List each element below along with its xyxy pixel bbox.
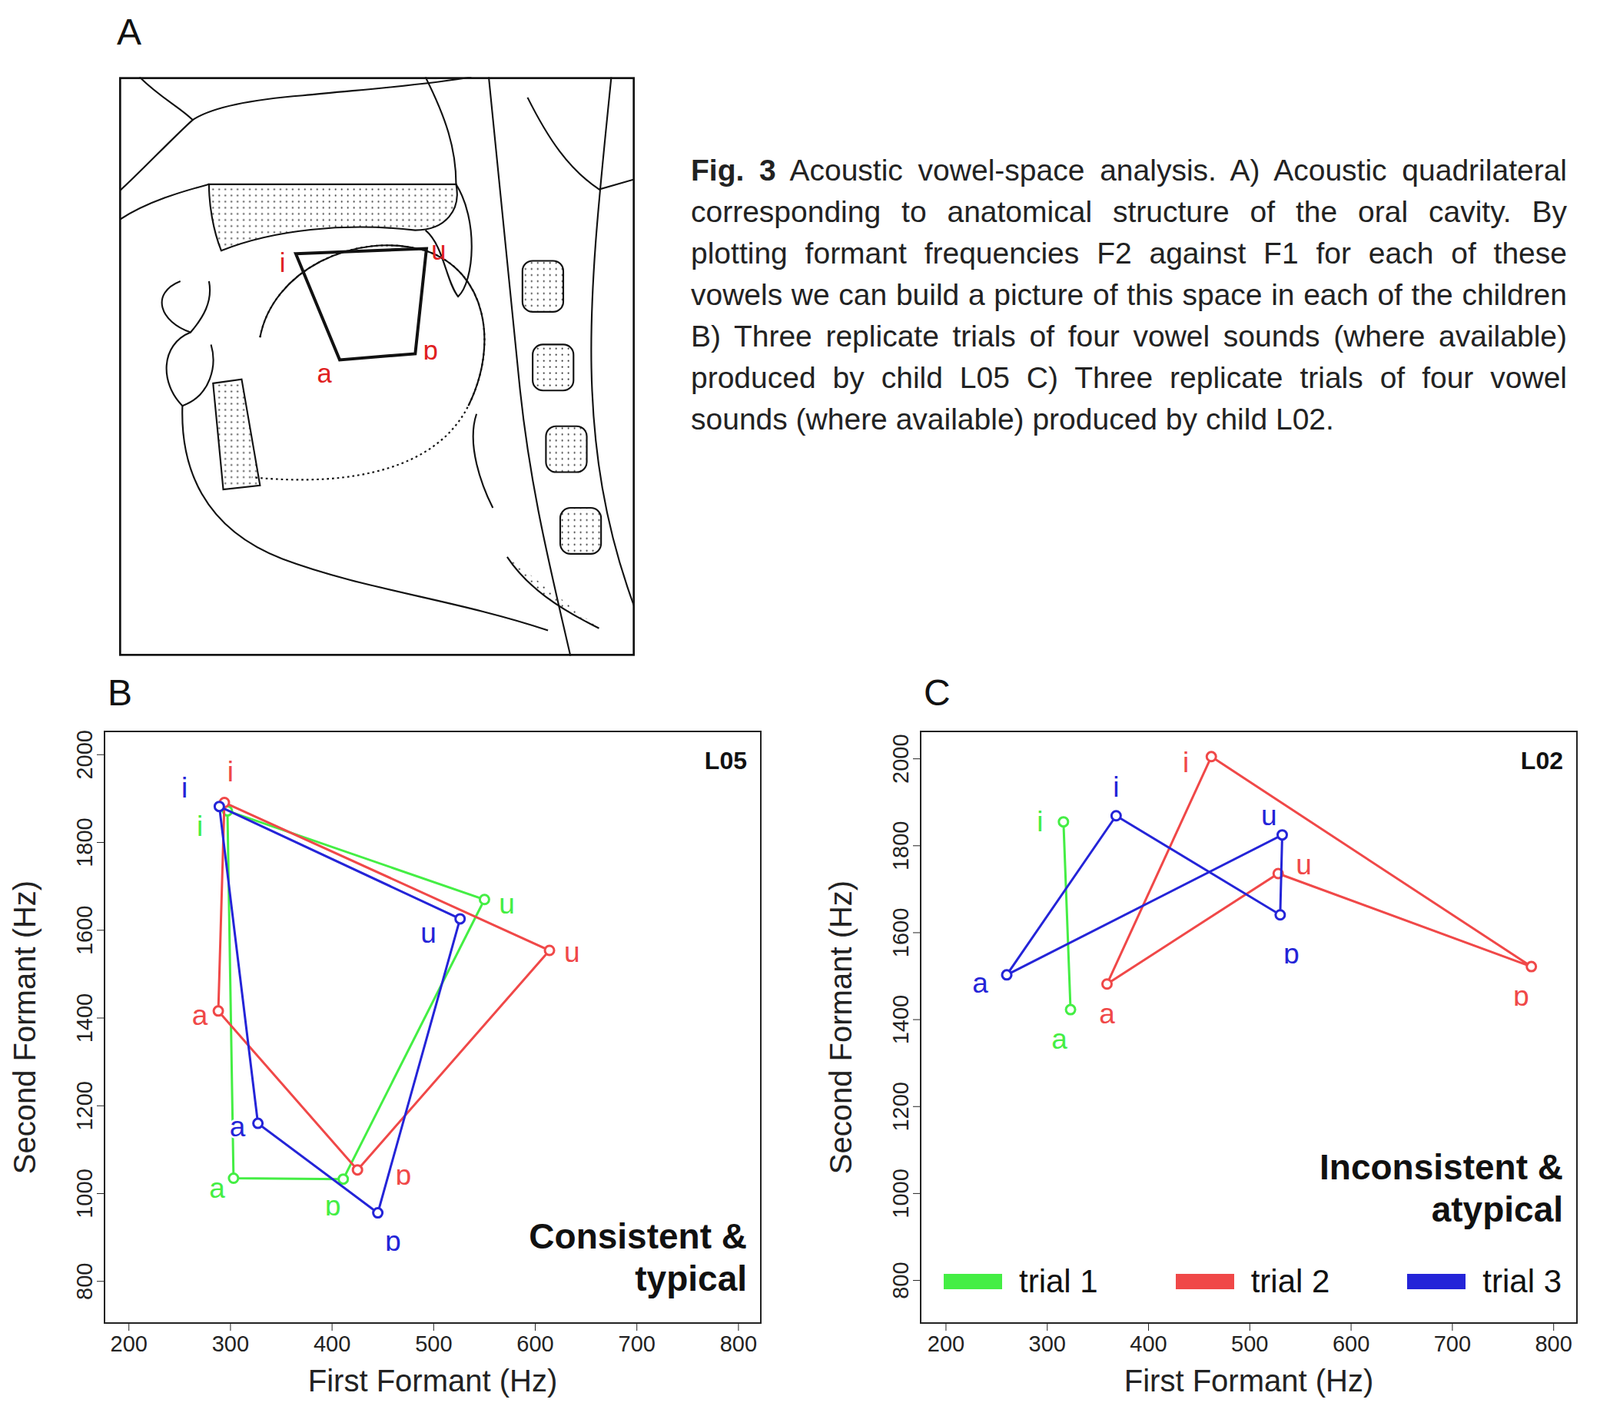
svg-text:800: 800 [720,1331,757,1357]
svg-text:i: i [181,772,188,804]
html-text:C: C [923,672,951,714]
svg-text:u: u [420,917,437,950]
svg-text:ɒ: ɒ [1283,938,1300,970]
svg-text:200: 200 [927,1331,965,1357]
svg-text:1400: 1400 [888,995,913,1046]
html-text:Consistent &: Consistent & [528,1216,747,1257]
svg-text:1200: 1200 [888,1082,913,1132]
svg-text:1200: 1200 [72,1081,97,1132]
svg-text:700: 700 [1434,1331,1471,1357]
svg-text:ɒ: ɒ [423,335,439,366]
svg-text:1800: 1800 [72,817,97,868]
html-text:B: B [107,672,133,714]
svg-text:a: a [972,967,989,1000]
svg-text:i: i [279,248,286,278]
html-text:A: A [116,11,142,53]
html-text:L02: L02 [1520,746,1564,775]
svg-text:u: u [1295,849,1312,881]
svg-text:600: 600 [516,1331,554,1357]
svg-text:i: i [1112,771,1119,804]
html-text:First Formant (Hz): First Formant (Hz) [308,1364,558,1398]
svg-text:1000: 1000 [72,1168,97,1219]
svg-text:u: u [498,888,515,920]
svg-text:i: i [227,756,234,788]
svg-text:300: 300 [1029,1331,1066,1357]
svg-text:800: 800 [888,1261,913,1299]
svg-text:1600: 1600 [888,908,913,959]
svg-text:2000: 2000 [72,730,97,781]
svg-text:400: 400 [1129,1331,1167,1357]
svg-text:ɒ: ɒ [1513,980,1530,1013]
svg-text:200: 200 [110,1331,148,1357]
html-text:Second Formant (Hz): Second Formant (Hz) [823,880,858,1175]
svg-text:i: i [1182,746,1189,779]
html-text:trial 3: trial 3 [1482,1263,1562,1300]
svg-text:600: 600 [1332,1331,1370,1357]
html-text:Fig. 3: Fig. 3 [690,153,777,187]
svg-text:a: a [209,1172,226,1205]
html-text:First Formant (Hz): First Formant (Hz) [1124,1364,1374,1398]
svg-text:a: a [192,999,209,1032]
svg-text:u: u [564,936,581,969]
svg-text:1600: 1600 [72,906,97,957]
svg-text:800: 800 [1534,1331,1572,1357]
svg-text:1000: 1000 [888,1168,913,1219]
html-text:atypical: atypical [1431,1189,1564,1230]
html-text:typical: typical [635,1258,747,1299]
svg-text:500: 500 [414,1331,452,1357]
svg-text:i: i [1036,806,1043,838]
svg-text:ɒ: ɒ [385,1225,402,1258]
svg-text:a: a [1051,1023,1068,1056]
svg-text:u: u [431,235,446,266]
svg-text:a: a [229,1111,246,1143]
svg-text:400: 400 [313,1331,351,1357]
svg-text:ɒ: ɒ [325,1190,342,1222]
svg-text:800: 800 [72,1263,97,1301]
svg-text:300: 300 [212,1331,249,1357]
html-text:L05: L05 [704,746,747,775]
html-text:trial 1: trial 1 [1019,1263,1098,1300]
svg-text:500: 500 [1231,1331,1269,1357]
svg-text:2000: 2000 [888,733,913,784]
html-text:Inconsistent &: Inconsistent & [1319,1147,1564,1188]
svg-text:ɒ: ɒ [395,1159,412,1192]
html-text:trial 2: trial 2 [1250,1263,1330,1300]
html-text:Acoustic vowel-space analysis.: Acoustic vowel-space analysis. A) Acoust… [690,153,1567,436]
svg-text:u: u [1261,800,1278,832]
html-text:Second Formant (Hz): Second Formant (Hz) [7,880,42,1175]
svg-text:i: i [196,810,203,843]
svg-text:a: a [1098,998,1116,1030]
svg-text:1400: 1400 [72,993,97,1044]
svg-text:a: a [316,358,332,389]
svg-text:1800: 1800 [888,821,913,872]
svg-text:700: 700 [618,1331,656,1357]
